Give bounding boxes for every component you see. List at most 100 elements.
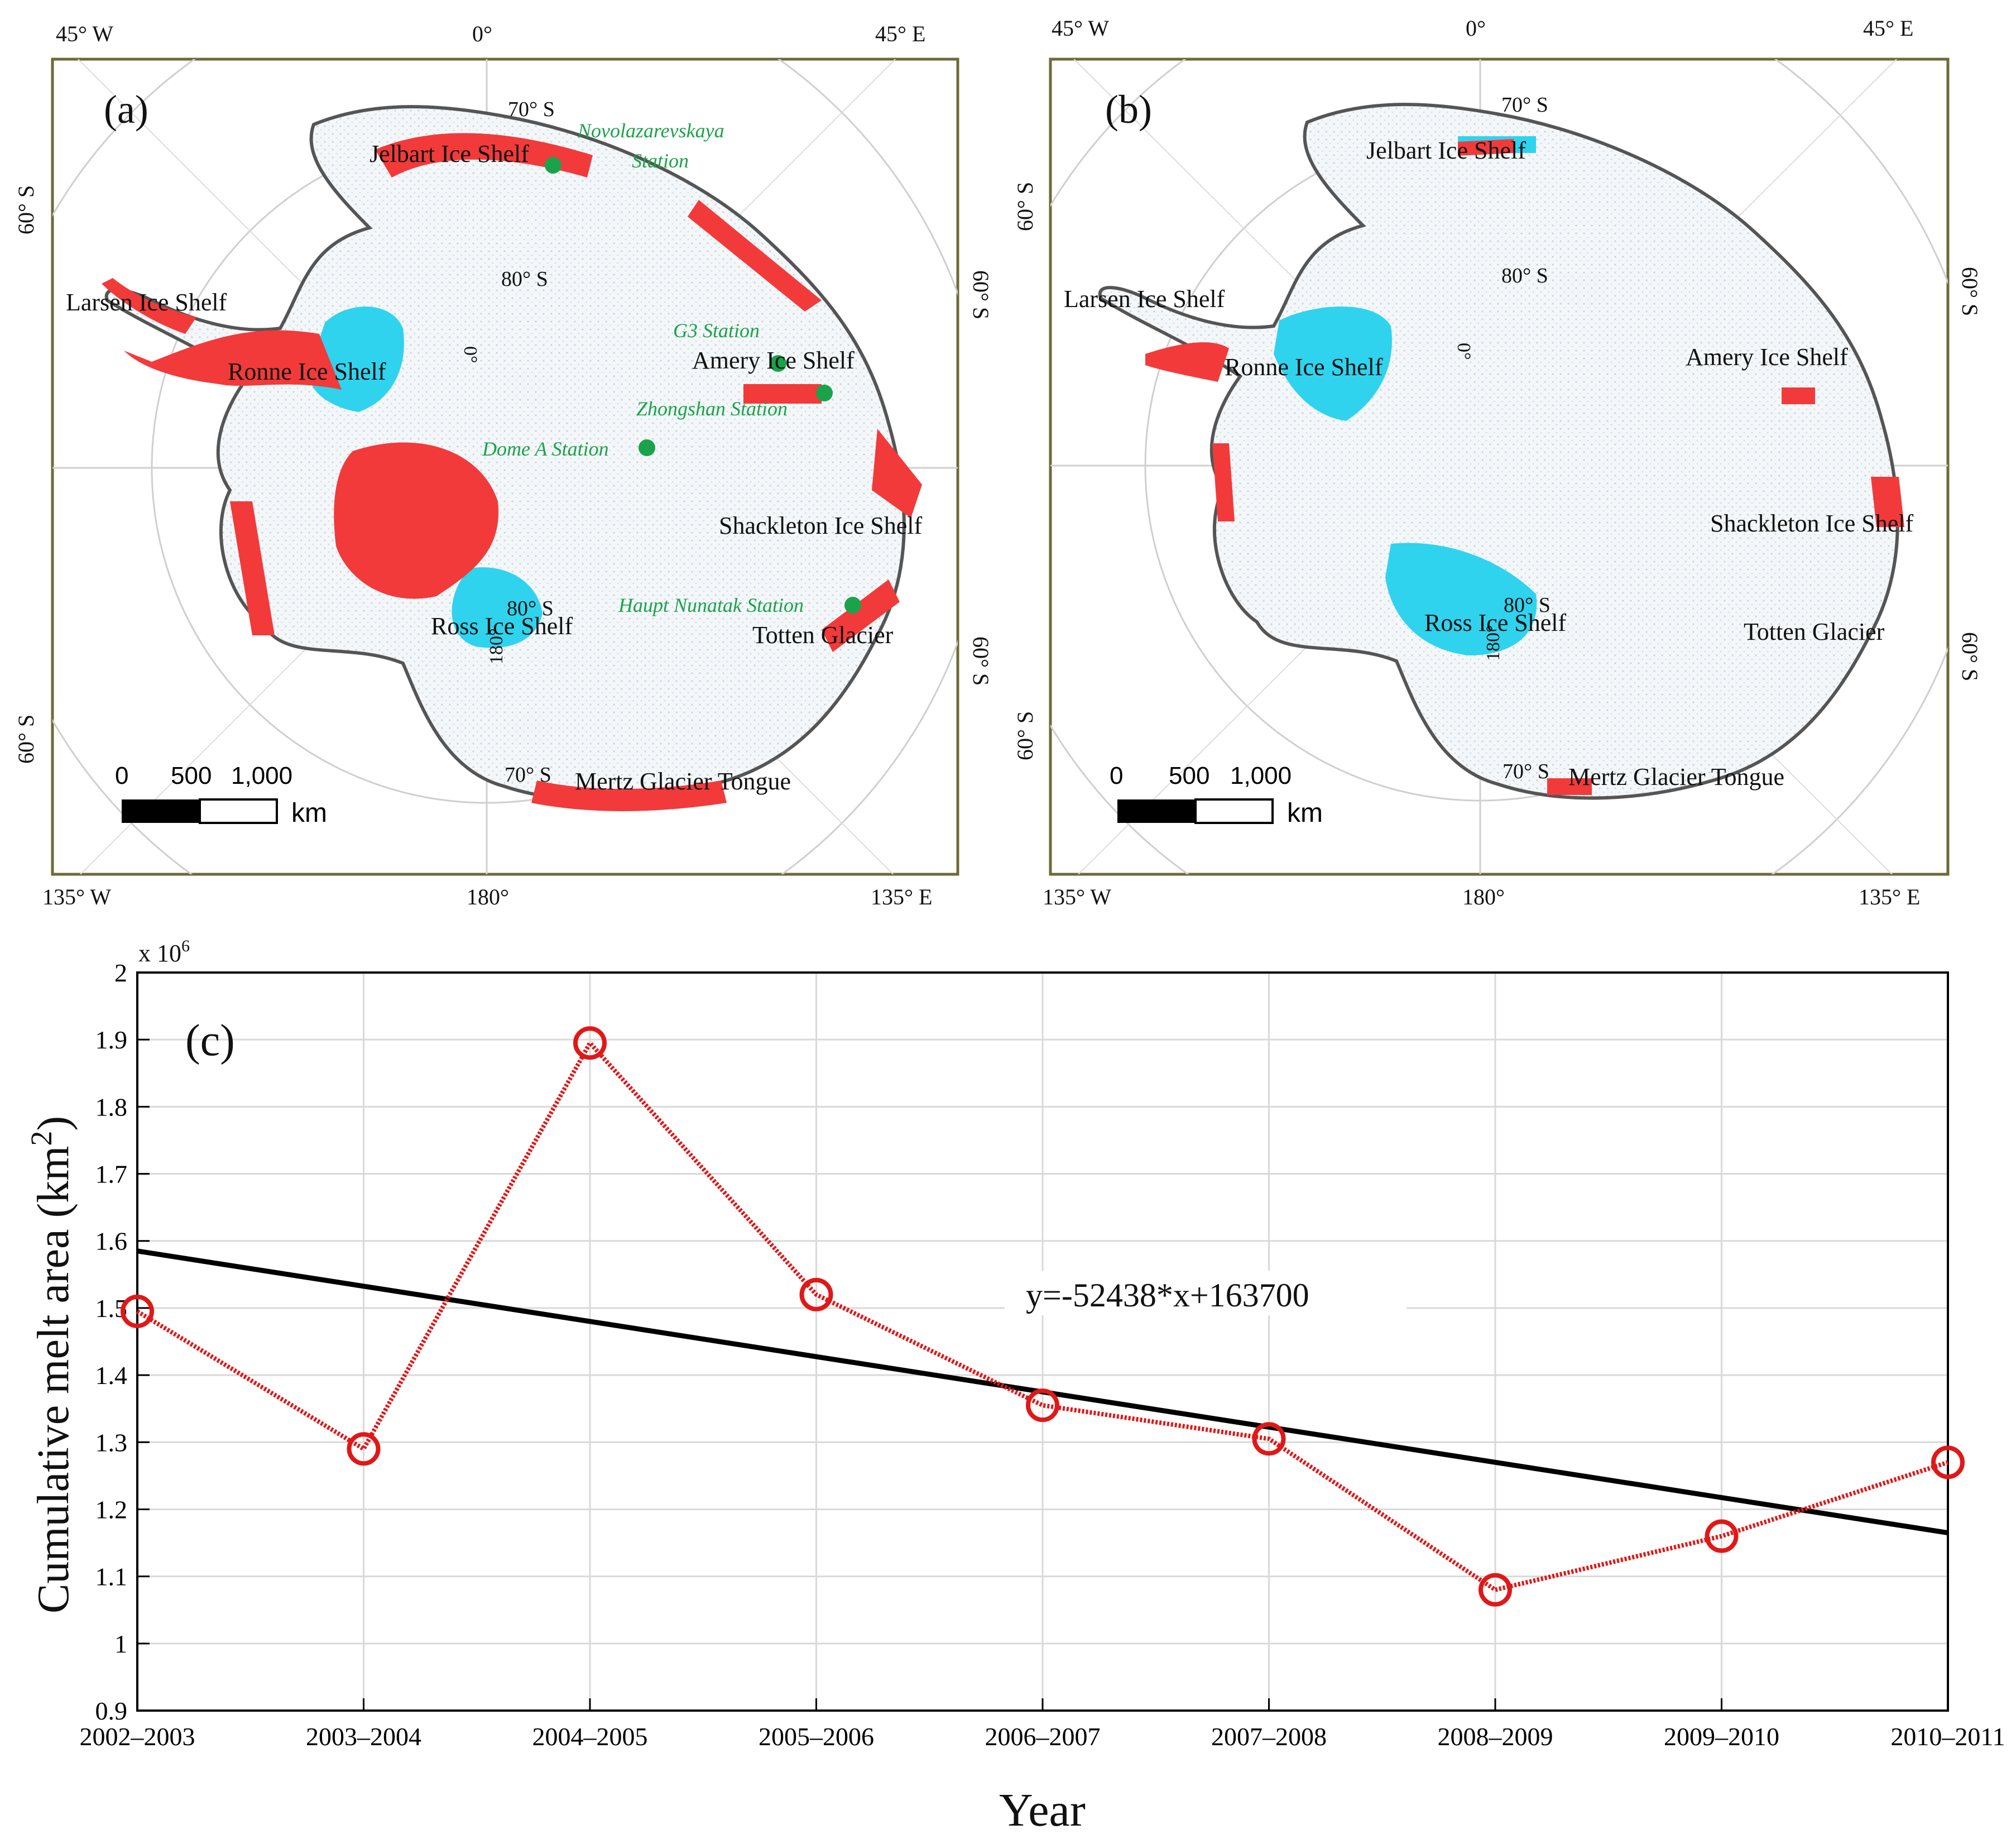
map-a-stations: Novolazarevskaya Station G3 Station Zhon… xyxy=(482,119,861,616)
x-tick-label: 2006–2007 xyxy=(985,1722,1101,1751)
lon-135e-bottom-a: 135° E xyxy=(871,884,932,909)
melt-marie-byrd-a xyxy=(230,501,275,635)
y-tick-label: 1.1 xyxy=(95,1563,128,1591)
scale-1000-b: 1,000 xyxy=(1230,762,1292,789)
zhongshan-label: Zhongshan Station xyxy=(636,398,788,420)
dome-a-marker xyxy=(639,439,655,456)
melt-shackleton-a xyxy=(872,429,922,518)
melt-mertz-b xyxy=(1547,778,1592,795)
panel-b-label: (b) xyxy=(1105,87,1152,132)
scale-unit-b: km xyxy=(1287,798,1323,828)
melt-totten-a xyxy=(822,580,900,652)
map-b-panel: (b) Jelbart Ice Shelf Larsen Ice Shelf R… xyxy=(1012,16,1983,909)
data-point-2003–2004 xyxy=(347,1432,381,1466)
map-b-scale-bar: 0 500 1,000 km xyxy=(1110,762,1323,828)
scale-0-b: 0 xyxy=(1110,762,1123,789)
lon-135w-bottom-a: 135° W xyxy=(42,884,111,909)
shackleton-label-b: Shackleton Ice Shelf xyxy=(1710,510,1913,537)
data-point-2008–2009 xyxy=(1479,1573,1512,1607)
equation-box xyxy=(1005,1271,1407,1315)
inner-lat-80-bottom-a: 80° S xyxy=(507,597,554,620)
data-point-2005–2006 xyxy=(799,1277,833,1311)
ronne-shelf-b xyxy=(1274,306,1392,421)
x-tick-label: 2004–2005 xyxy=(532,1722,648,1751)
melt-amery-a xyxy=(743,384,822,404)
lon-0-top-b: 0° xyxy=(1466,16,1486,41)
data-point-2007–2008 xyxy=(1252,1422,1286,1456)
melt-area-series-line xyxy=(136,1039,1949,1592)
lon-135w-bottom-b: 135° W xyxy=(1043,884,1111,909)
x-axis-label: Year xyxy=(999,1784,1086,1836)
lat-right-lower-a: 60° S xyxy=(968,636,993,686)
melt-shackleton-b xyxy=(1871,477,1904,527)
map-a-labels: (a) Jelbart Ice Shelf Larsen Ice Shelf R… xyxy=(66,87,922,795)
x-tick-label: 2002–2003 xyxy=(80,1722,195,1751)
lon-135e-bottom-b: 135° E xyxy=(1859,884,1920,909)
lon-45e-top-b: 45° E xyxy=(1863,16,1913,41)
inner-meridian-0-a: 0° xyxy=(460,346,481,363)
ross-shelf-b xyxy=(1385,543,1537,655)
melt-area-points xyxy=(121,1026,1965,1607)
melt-amery-b xyxy=(1782,387,1815,404)
totten-label-b: Totten Glacier xyxy=(1744,618,1885,645)
melt-ronne-b xyxy=(1145,342,1229,382)
lon-45e-top-a: 45° E xyxy=(875,21,925,46)
g3-marker xyxy=(770,355,786,372)
inner-meridian-180-a: 180° xyxy=(486,628,507,664)
lon-180-bottom-a: 180° xyxy=(467,884,509,909)
y-tick-label: 1.6 xyxy=(95,1227,128,1256)
lat-right-upper-b: 60° S xyxy=(1957,267,1983,316)
zhongshan-marker xyxy=(816,385,833,401)
x-tick-label: 2010–2011 xyxy=(1890,1722,2005,1751)
trend-equation: y=-52438*x+163700 xyxy=(1026,1277,1309,1314)
data-point-2010–2011 xyxy=(1931,1445,1965,1479)
melt-dml-a xyxy=(375,133,593,178)
map-b-labels: (b) Jelbart Ice Shelf Larsen Ice Shelf R… xyxy=(1064,87,1913,791)
data-point-2002–2003 xyxy=(121,1294,154,1328)
inner-meridian-0-b: 0° xyxy=(1453,343,1474,360)
chart-grid xyxy=(136,971,1949,1712)
scale-500-a: 500 xyxy=(171,762,212,789)
lon-45w-top-b: 45° W xyxy=(1052,16,1109,41)
larsen-label-a: Larsen Ice Shelf xyxy=(66,289,227,316)
melt-mertz-a xyxy=(531,780,727,811)
y-tick-label: 1 xyxy=(114,1630,127,1658)
melt-larsen-a xyxy=(102,278,196,334)
melt-ross-a xyxy=(334,442,499,599)
y-tick-label: 0.9 xyxy=(95,1697,128,1725)
lat-left-lower-a: 60° S xyxy=(13,715,39,764)
haupt-marker xyxy=(844,597,861,614)
ross-label-b: Ross Ice Shelf xyxy=(1424,609,1567,636)
novolazarevskaya-marker xyxy=(545,157,561,174)
jelbart-label-a: Jelbart Ice Shelf xyxy=(369,140,529,167)
y-tick-label: 1.9 xyxy=(95,1026,128,1054)
panel-c-label: (c) xyxy=(185,1016,235,1065)
map-a-scale-bar: 0 500 1,000 km xyxy=(115,762,327,828)
inner-lat-70-top-b: 70° S xyxy=(1501,93,1548,117)
ronne-label-b: Ronne Ice Shelf xyxy=(1225,353,1383,381)
y-tick-label: 1.8 xyxy=(95,1093,128,1121)
map-b-coordinates: 45° W 0° 45° E 135° W 180° 135° E 60° S … xyxy=(1012,16,1983,909)
inner-lat-70-bottom-a: 70° S xyxy=(505,763,551,787)
dome-a-label: Dome A Station xyxy=(482,438,609,460)
lon-45w-top-a: 45° W xyxy=(56,21,113,46)
melt-peninsula-b xyxy=(1212,443,1235,521)
x-tick-label: 2009–2010 xyxy=(1664,1722,1779,1751)
lat-left-upper-a: 60° S xyxy=(13,185,39,234)
map-a-continent xyxy=(102,107,922,811)
data-point-2009–2010 xyxy=(1705,1519,1739,1553)
lon-180-bottom-b: 180° xyxy=(1462,884,1505,909)
larsen-label-b: Larsen Ice Shelf xyxy=(1064,285,1225,313)
x-tick-label: 2005–2006 xyxy=(759,1722,874,1751)
y-multiplier: x 106 xyxy=(138,937,190,967)
ronne-label-a: Ronne Ice Shelf xyxy=(228,358,386,385)
y-tick-label: 1.2 xyxy=(95,1495,128,1524)
map-a-coordinates: 45° W 0° 45° E 135° W 180° 135° E 60° S … xyxy=(13,21,993,909)
map-b-continent xyxy=(1100,104,1904,798)
y-tick-label: 1.3 xyxy=(95,1428,128,1457)
scale-500-b: 500 xyxy=(1169,762,1209,789)
lat-left-lower-b: 60° S xyxy=(1012,711,1038,760)
chart-y-ticks: 0.911.11.21.31.41.51.61.71.81.92 xyxy=(95,959,150,1725)
scale-unit-a: km xyxy=(291,798,327,828)
